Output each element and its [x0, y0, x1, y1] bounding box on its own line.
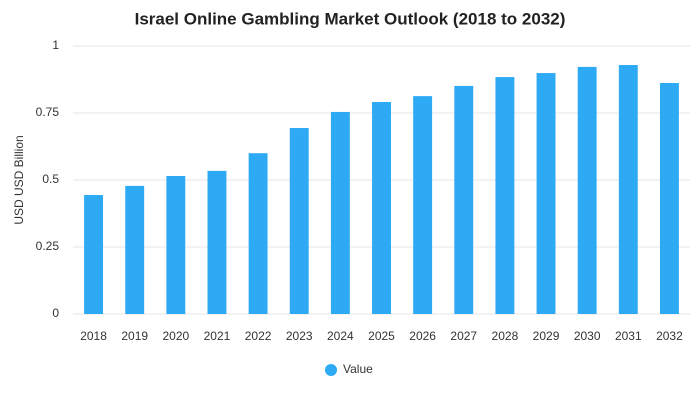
y-axis-label: USD USD Billion	[12, 135, 26, 224]
x-tick-label: 2024	[327, 329, 354, 343]
bar	[536, 73, 556, 315]
bar	[289, 128, 309, 314]
x-tick-label: 2020	[162, 329, 189, 343]
bar	[207, 170, 227, 314]
bar	[372, 102, 391, 315]
bar	[413, 96, 433, 314]
x-tick-label: 2019	[121, 329, 148, 343]
bar	[84, 195, 104, 314]
y-tick-label: 0.75	[36, 105, 60, 119]
y-tick-label: 0.25	[36, 239, 60, 253]
bar	[125, 185, 145, 314]
x-tick-label: 2025	[368, 329, 395, 343]
y-tick-label: 0.5	[42, 172, 59, 186]
x-tick-label: 2022	[245, 329, 272, 343]
x-tick-label: 2029	[533, 329, 560, 343]
x-tick-label: 2031	[615, 329, 642, 343]
bar	[618, 65, 638, 314]
x-tick-label: 2030	[574, 329, 601, 343]
bar	[495, 77, 515, 314]
x-tick-label: 2018	[80, 329, 107, 343]
x-tick-label: 2026	[409, 329, 436, 343]
chart-title: Israel Online Gambling Market Outlook (2…	[135, 9, 566, 28]
bar	[166, 175, 186, 314]
legend-marker	[325, 364, 337, 376]
y-tick-label: 1	[52, 38, 59, 52]
x-tick-label: 2028	[492, 329, 519, 343]
y-tick-label: 0	[52, 306, 59, 320]
bar	[577, 66, 597, 315]
bar	[248, 153, 268, 314]
bar	[659, 82, 679, 314]
bar	[330, 111, 350, 314]
x-tick-label: 2027	[450, 329, 477, 343]
x-tick-label: 2023	[286, 329, 313, 343]
legend-label: Value	[343, 362, 373, 376]
x-tick-label: 2032	[656, 329, 683, 343]
bar	[454, 85, 474, 314]
x-tick-label: 2021	[204, 329, 231, 343]
